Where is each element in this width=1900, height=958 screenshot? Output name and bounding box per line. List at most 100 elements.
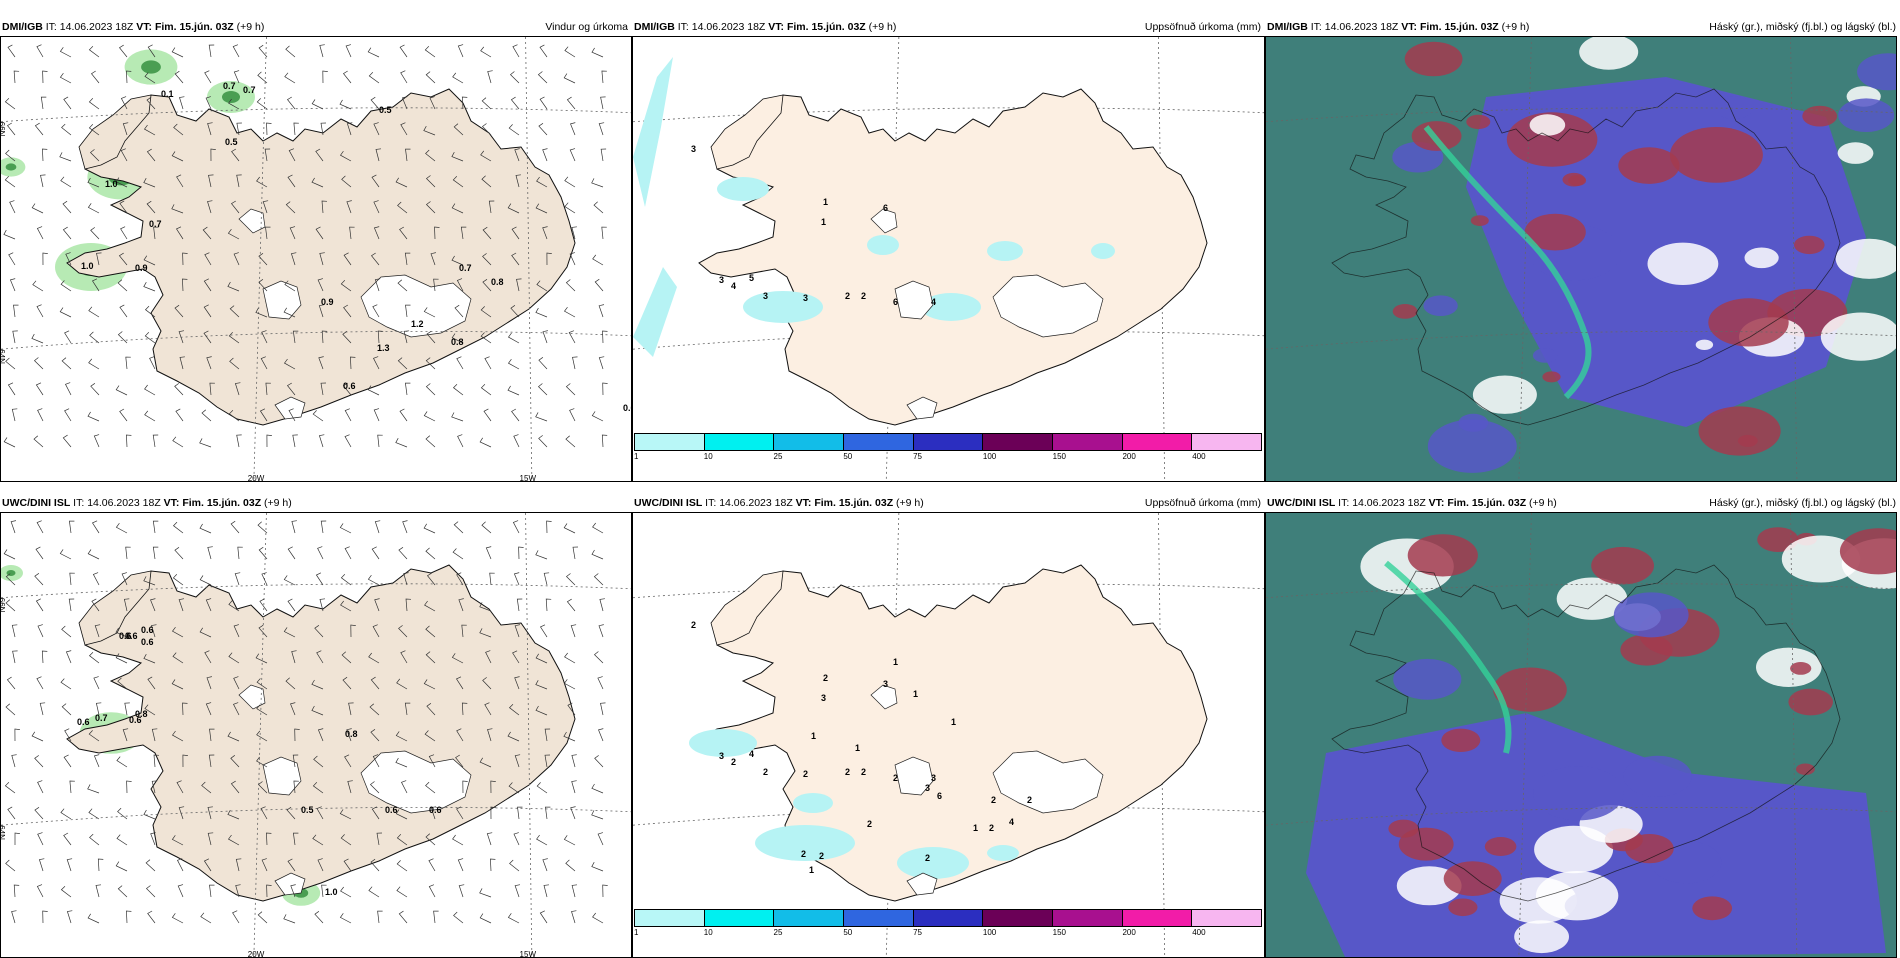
valid-time: Fim. 15.jún. 03Z xyxy=(1419,21,1499,33)
glacier xyxy=(870,684,898,710)
precip-value-label: 1.3 xyxy=(377,343,390,353)
accum-value-label: 3 xyxy=(803,293,808,303)
valid-time: Fim. 15.jún. 03Z xyxy=(1447,497,1527,509)
glacier xyxy=(360,274,472,338)
colorbar-tick-label: 150 xyxy=(1052,928,1067,937)
accum-value-label: 6 xyxy=(893,297,898,307)
panel-bottom-wind: UWC/DINI ISL IT: 14.06.2023 18Z VT: Fim.… xyxy=(0,494,632,958)
panel-header: UWC/DINI ISL IT: 14.06.2023 18Z VT: Fim.… xyxy=(632,494,1265,512)
colorbar-tick-label: 50 xyxy=(843,452,853,461)
precip-value-label: 0.6 xyxy=(129,715,142,725)
accum-value-label: 2 xyxy=(819,851,824,861)
lead-time: (+9 h) xyxy=(896,497,924,509)
accum-value-label: 5 xyxy=(749,273,754,283)
precip-value-label: 0.6 xyxy=(385,805,398,815)
wind-map[interactable]: 66N64N25W20W15W0.70.70.50.51.00.71.00.90… xyxy=(0,36,632,482)
cloud-map[interactable] xyxy=(1265,36,1897,482)
colorbar-tick-label: 150 xyxy=(1052,452,1067,461)
init-time: 14.06.2023 18Z xyxy=(719,497,793,509)
accum-value-label: 4 xyxy=(931,297,936,307)
accum-value-label: 2 xyxy=(861,767,866,777)
precip-value-label: 0.8 xyxy=(451,337,464,347)
accum-value-label: 3 xyxy=(719,751,724,761)
glacier xyxy=(274,396,306,420)
lon-label-15: 15W xyxy=(520,474,537,482)
precip-value-label: 0.5 xyxy=(301,805,314,815)
colorbar-segment xyxy=(1053,910,1123,926)
init-time: 14.06.2023 18Z xyxy=(1352,497,1426,509)
accum-value-label: 2 xyxy=(991,795,996,805)
model-name: DMI/IGB xyxy=(2,21,43,33)
lon-label-15: 15W xyxy=(520,950,537,958)
precip-value-label: 0.6 xyxy=(141,637,154,647)
lat-label-64: 64N xyxy=(1,825,6,840)
accum-value-label: 2 xyxy=(801,849,806,859)
accum-value-label: 1 xyxy=(973,823,978,833)
colorbar-tick-label: 400 xyxy=(1192,928,1206,937)
precip-value-label: 0.6 xyxy=(343,381,356,391)
glacier xyxy=(360,750,472,814)
accum-value-label: 2 xyxy=(845,291,850,301)
glacier xyxy=(906,396,938,420)
wind-map[interactable]: 66N64N25W20W15W0.60.60.60.60.60.70.80.60… xyxy=(0,512,632,958)
precip-value-label: 0.7 xyxy=(149,219,162,229)
lat-label-64: 64N xyxy=(1,349,6,364)
precip-value-label: 1.2 xyxy=(411,319,424,329)
colorbar-tick-label: 10 xyxy=(703,928,713,937)
colorbar-segment xyxy=(844,910,914,926)
precip-value-label: 0.1 xyxy=(161,89,174,99)
accum-value-label: 1 xyxy=(821,217,826,227)
precip-value-label: 0.6 xyxy=(119,631,132,641)
precip-value-label: 0.7 xyxy=(223,81,236,91)
colorbar-segment xyxy=(844,434,914,450)
panel-title: Vindur og úrkoma xyxy=(545,21,628,33)
init-time: 14.06.2023 18Z xyxy=(691,21,766,33)
accum-value-label: 2 xyxy=(1027,795,1032,805)
accum-value-label: 1 xyxy=(855,743,860,753)
glacier xyxy=(870,208,898,234)
cloud-map[interactable] xyxy=(1265,512,1897,958)
lead-time: (+9 h) xyxy=(236,21,265,33)
accum-value-label: 2 xyxy=(893,773,898,783)
colorbar-segment xyxy=(1122,434,1193,450)
panel-header: UWC/DINI ISL IT: 14.06.2023 18Z VT: Fim.… xyxy=(2,497,292,509)
graticule xyxy=(1,37,631,481)
accum-value-label: 2 xyxy=(867,819,872,829)
colorbar-tick-label: 75 xyxy=(913,928,923,937)
model-name: UWC/DINI ISL xyxy=(634,497,703,509)
valid-time: Fim. 15.jún. 03Z xyxy=(154,21,234,33)
precip-value-label: 0.6 xyxy=(429,805,442,815)
colorbar-segment xyxy=(774,910,845,926)
colorbar-tick-label: 200 xyxy=(1122,452,1136,461)
colorbar-tick-label: 100 xyxy=(982,452,997,461)
glacier xyxy=(262,756,302,796)
glacier xyxy=(906,872,938,896)
precip-value-label: 0.7 xyxy=(95,713,108,723)
iceland-landmass xyxy=(698,564,1208,902)
panel-title: Háský (gr.), miðský (fj.bl.) og lágský (… xyxy=(1709,21,1896,33)
graticule xyxy=(1266,37,1896,481)
lat-label-66: 66N xyxy=(1,122,6,137)
accum-value-label: 2 xyxy=(925,853,930,863)
accum-value-label: 3 xyxy=(719,275,724,285)
colorbar-tick-label: 10 xyxy=(703,452,713,461)
accum-areas xyxy=(689,729,1019,879)
colorbar-segment xyxy=(704,434,775,450)
accum-value-label: 2 xyxy=(691,620,696,630)
lead-time: (+9 h) xyxy=(1501,21,1530,33)
accum-value-label: 1 xyxy=(951,717,956,727)
init-time: 14.06.2023 18Z xyxy=(59,21,134,33)
colorbar-segment xyxy=(704,910,775,926)
precip-value-label: 0.9 xyxy=(135,263,148,273)
lead-time: (+9 h) xyxy=(264,497,292,509)
precip-value-label: 1.0 xyxy=(81,261,94,271)
lead-time: (+9 h) xyxy=(1529,497,1557,509)
accum-value-label: 3 xyxy=(925,783,930,793)
lon-label-20: 20W xyxy=(248,474,265,482)
model-name: UWC/DINI ISL xyxy=(2,497,71,509)
valid-time: Fim. 15.jún. 03Z xyxy=(814,497,894,509)
panel-title: Uppsöfnuð úrkoma (mm) xyxy=(1144,21,1261,33)
colorbar-segment xyxy=(774,434,845,450)
